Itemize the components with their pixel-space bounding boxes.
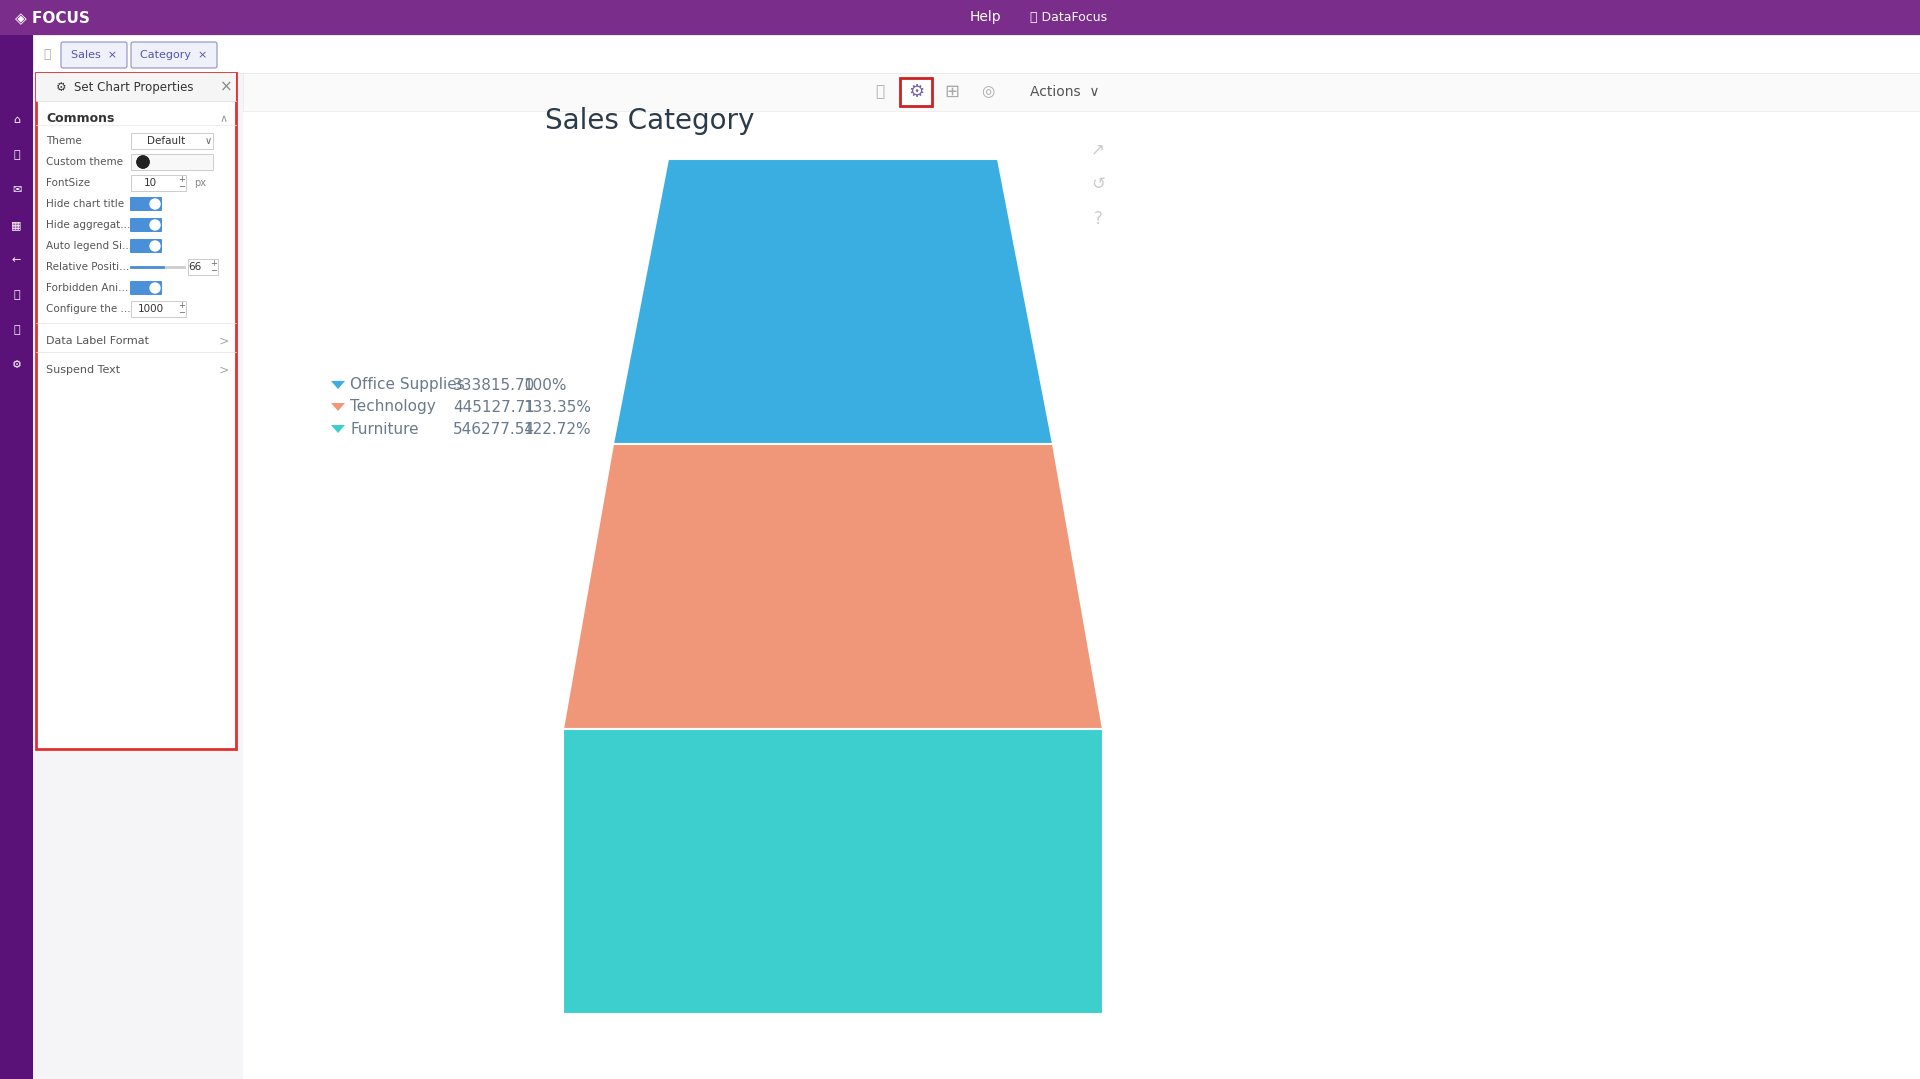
Text: 100%: 100% xyxy=(522,378,566,393)
Bar xyxy=(33,35,1920,73)
Text: ▦: ▦ xyxy=(12,220,21,230)
Text: ∧: ∧ xyxy=(221,114,228,124)
Text: +: + xyxy=(211,259,217,268)
Text: >: > xyxy=(219,334,228,347)
Polygon shape xyxy=(563,729,1102,1014)
Text: ∨: ∨ xyxy=(204,136,211,146)
Text: >: > xyxy=(219,364,228,377)
Polygon shape xyxy=(563,443,1102,729)
Text: Technology: Technology xyxy=(349,399,436,414)
Text: Relative Positi...: Relative Positi... xyxy=(46,262,129,272)
Bar xyxy=(36,73,236,101)
Text: Suspend Text: Suspend Text xyxy=(46,365,121,375)
Text: ⚙  Set Chart Properties: ⚙ Set Chart Properties xyxy=(56,81,194,94)
Text: 546277.54: 546277.54 xyxy=(453,422,536,437)
Text: Default: Default xyxy=(146,136,184,146)
Text: ⌂: ⌂ xyxy=(13,115,19,125)
Text: 1000: 1000 xyxy=(138,304,163,314)
Text: Theme: Theme xyxy=(46,136,83,146)
Bar xyxy=(244,73,1920,111)
Text: −: − xyxy=(179,309,186,317)
Circle shape xyxy=(150,220,159,230)
Text: 🔍: 🔍 xyxy=(42,47,50,60)
Bar xyxy=(36,73,236,749)
FancyBboxPatch shape xyxy=(131,281,161,295)
Bar xyxy=(131,133,213,149)
Bar xyxy=(244,73,1920,1079)
FancyBboxPatch shape xyxy=(61,42,127,68)
Text: −: − xyxy=(179,182,186,191)
Text: Office Supplies: Office Supplies xyxy=(349,378,465,393)
Circle shape xyxy=(136,156,150,168)
Text: Data Label Format: Data Label Format xyxy=(46,336,150,346)
FancyBboxPatch shape xyxy=(131,42,217,68)
Text: ◈ FOCUS: ◈ FOCUS xyxy=(15,10,90,25)
Text: ✉: ✉ xyxy=(12,185,21,195)
Text: ↺: ↺ xyxy=(1091,175,1104,193)
Text: 🔍: 🔍 xyxy=(13,150,19,160)
Text: ⊞: ⊞ xyxy=(945,83,960,101)
Text: Hide chart title: Hide chart title xyxy=(46,199,125,209)
Text: 66: 66 xyxy=(188,262,202,272)
Text: 10: 10 xyxy=(144,178,157,188)
Text: ×: × xyxy=(219,80,232,95)
Text: Forbidden Ani...: Forbidden Ani... xyxy=(46,283,129,293)
Text: +: + xyxy=(179,175,186,183)
Bar xyxy=(0,35,33,1079)
Text: ⚙: ⚙ xyxy=(12,360,21,370)
Text: 445127.71: 445127.71 xyxy=(453,399,536,414)
Text: Actions  ∨: Actions ∨ xyxy=(1029,85,1100,99)
Polygon shape xyxy=(330,402,346,411)
Circle shape xyxy=(136,156,150,168)
Text: Help: Help xyxy=(970,11,1000,25)
Circle shape xyxy=(150,283,159,293)
Text: 📊: 📊 xyxy=(876,84,885,99)
Text: FontSize: FontSize xyxy=(46,178,90,188)
Text: 333815.70: 333815.70 xyxy=(453,378,536,393)
Text: Category  ×: Category × xyxy=(140,50,207,60)
Text: 133.35%: 133.35% xyxy=(522,399,591,414)
Text: +: + xyxy=(179,300,186,310)
Bar xyxy=(900,78,931,106)
Polygon shape xyxy=(330,425,346,433)
Bar xyxy=(33,73,244,1079)
Bar xyxy=(131,154,213,170)
Text: −: − xyxy=(211,267,217,275)
Circle shape xyxy=(150,241,159,251)
Text: Furniture: Furniture xyxy=(349,422,419,437)
Text: 👤: 👤 xyxy=(13,290,19,300)
Text: ?: ? xyxy=(1094,210,1102,228)
Text: Auto legend Si...: Auto legend Si... xyxy=(46,241,132,251)
Text: Hide aggregat...: Hide aggregat... xyxy=(46,220,131,230)
FancyBboxPatch shape xyxy=(131,240,161,252)
FancyBboxPatch shape xyxy=(131,197,161,211)
Text: Commons: Commons xyxy=(46,112,115,125)
Text: ◎: ◎ xyxy=(981,84,995,99)
Text: 👤 DataFocus: 👤 DataFocus xyxy=(1029,11,1108,24)
Bar xyxy=(0,0,1920,35)
Text: ↗: ↗ xyxy=(1091,140,1104,158)
Bar xyxy=(188,259,219,275)
Text: Sales  ×: Sales × xyxy=(71,50,117,60)
Text: 📈: 📈 xyxy=(13,325,19,334)
Text: ⚙: ⚙ xyxy=(908,83,924,101)
Polygon shape xyxy=(612,159,1052,443)
FancyBboxPatch shape xyxy=(131,218,161,232)
Text: 122.72%: 122.72% xyxy=(522,422,591,437)
Bar xyxy=(131,301,186,317)
Bar xyxy=(131,175,186,191)
Text: Custom theme: Custom theme xyxy=(46,158,123,167)
Text: Configure the ...: Configure the ... xyxy=(46,304,131,314)
Circle shape xyxy=(150,199,159,209)
Polygon shape xyxy=(330,381,346,390)
Text: ←: ← xyxy=(12,255,21,265)
Text: px: px xyxy=(194,178,205,188)
Text: Sales Category: Sales Category xyxy=(545,107,755,135)
